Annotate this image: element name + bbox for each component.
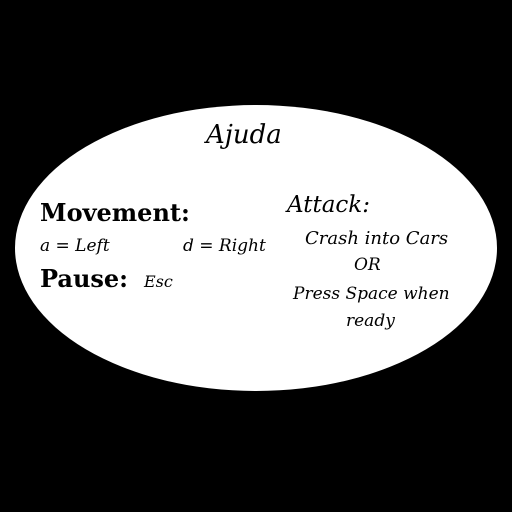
pause-heading: Pause: (40, 264, 129, 293)
help-title: Ajuda (206, 120, 282, 150)
help-panel (15, 105, 497, 391)
attack-instruction-line: OR (354, 255, 381, 275)
pause-key: Esc (144, 272, 173, 291)
attack-instruction-line: Press Space when (293, 284, 450, 304)
attack-instruction-line: ready (346, 311, 395, 331)
movement-heading: Movement: (40, 198, 190, 227)
attack-heading: Attack: (287, 192, 370, 218)
attack-instruction-line: Crash into Cars (305, 228, 449, 249)
move-right-key: d = Right (183, 236, 266, 256)
move-left-key: a = Left (40, 236, 110, 256)
